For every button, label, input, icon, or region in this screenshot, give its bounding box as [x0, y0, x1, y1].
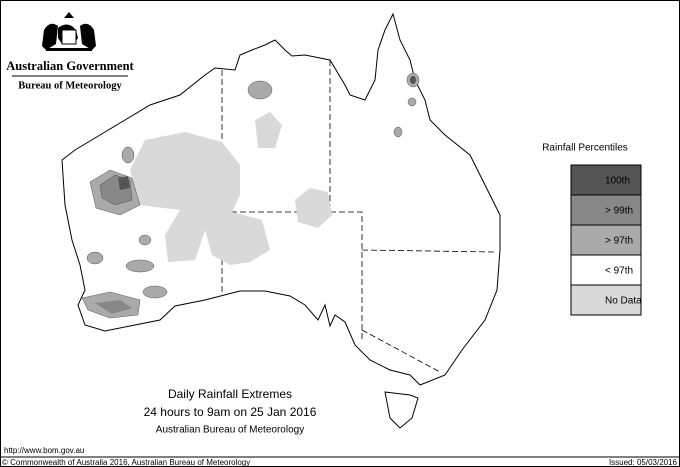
- legend-label: > 99th: [605, 206, 633, 217]
- footer-url: http://www.bom.gov.au: [4, 446, 84, 455]
- legend-label: 100th: [605, 176, 630, 187]
- state-border: [361, 249, 496, 253]
- legend-swatch: [570, 224, 642, 256]
- bureau: Bureau of Meteorology: [18, 80, 122, 91]
- legend-swatch: [570, 284, 642, 316]
- rainfall-regions: [81, 72, 420, 319]
- caption-title: Daily Rainfall Extremes: [168, 387, 292, 401]
- legend-swatch: [570, 194, 642, 226]
- legend: 100th > 99th > 97th < 97th No Data: [570, 164, 642, 316]
- state-border: [222, 211, 363, 340]
- legend-label: < 97th: [605, 266, 633, 277]
- legend-title: Rainfall Percentiles: [542, 143, 628, 154]
- caption-period: 24 hours to 9am on 25 Jan 2016: [144, 405, 317, 419]
- agency: Australian Government: [6, 59, 134, 73]
- tasmania: [384, 391, 419, 429]
- coat-of-arms: [42, 12, 96, 51]
- state-border: [361, 329, 441, 373]
- legend-label: No Data: [605, 296, 642, 307]
- legend-label: > 97th: [605, 236, 633, 247]
- legend-swatch: [570, 254, 642, 286]
- legend-swatch: [570, 164, 642, 196]
- australia-mainland: [61, 12, 501, 386]
- caption-source: Australian Bureau of Meteorology: [156, 425, 304, 436]
- footer-issued: Issued: 05/03/2016: [609, 458, 678, 467]
- footer-copyright: © Commonwealth of Australia 2016, Austra…: [2, 458, 250, 467]
